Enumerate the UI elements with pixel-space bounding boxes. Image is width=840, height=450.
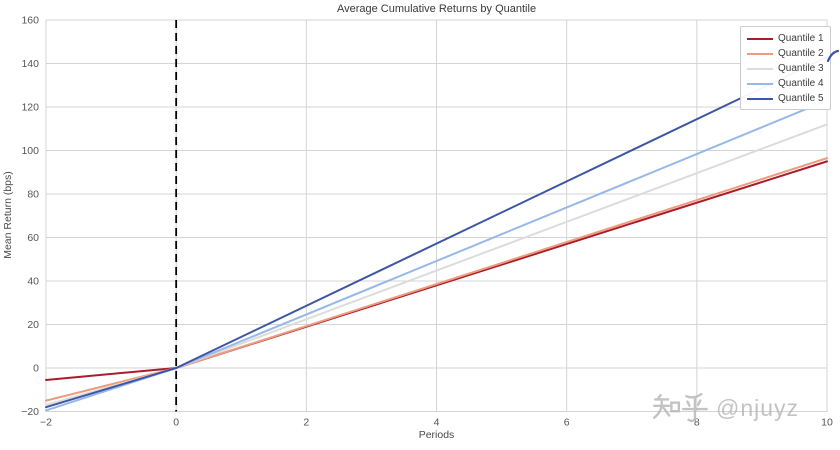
- legend-line-swatch: [747, 37, 773, 40]
- legend: Quantile 1 Quantile 2 Quantile 3 Quantile 4…: [740, 26, 831, 110]
- legend-label: Quantile 3: [778, 63, 824, 74]
- y-tick-label: 0: [33, 363, 39, 375]
- cursor-artifact: [826, 49, 840, 63]
- legend-label: Quantile 4: [778, 78, 824, 89]
- x-tick-label: 6: [564, 417, 570, 429]
- legend-item: Quantile 3: [741, 61, 830, 76]
- y-tick-label: 80: [27, 189, 39, 201]
- chart-title: Average Cumulative Returns by Quantile: [336, 3, 537, 15]
- legend-label: Quantile 2: [778, 48, 824, 59]
- x-axis-label: Periods: [418, 429, 455, 441]
- series-line-quantile-5: [45, 55, 828, 409]
- legend-item: Quantile 2: [741, 46, 830, 61]
- y-tick-label: −20: [21, 406, 39, 418]
- y-tick-label: 160: [21, 15, 39, 27]
- y-tick-label: 100: [21, 145, 39, 157]
- legend-label: Quantile 5: [778, 93, 824, 104]
- y-tick-label: 40: [27, 276, 39, 288]
- legend-item: Quantile 5: [741, 91, 830, 106]
- legend-line-swatch: [747, 97, 773, 100]
- y-tick-label: 20: [27, 319, 39, 331]
- y-tick-label: 120: [21, 102, 39, 114]
- y-tick-label: 60: [27, 232, 39, 244]
- legend-label: Quantile 1: [778, 33, 824, 44]
- legend-item: Quantile 4: [741, 76, 830, 91]
- x-tick-label: 4: [434, 417, 440, 429]
- legend-line-swatch: [747, 52, 773, 55]
- legend-line-swatch: [747, 67, 773, 70]
- x-tick-label: 0: [173, 417, 179, 429]
- legend-line-swatch: [747, 82, 773, 85]
- x-tick-label: −2: [40, 417, 52, 429]
- legend-item: Quantile 1: [741, 31, 830, 46]
- x-tick-label: 8: [694, 417, 700, 429]
- x-tick-label: 2: [303, 417, 309, 429]
- y-tick-label: 140: [21, 58, 39, 70]
- x-tick-label: 10: [821, 417, 833, 429]
- plot-border: [45, 19, 828, 412]
